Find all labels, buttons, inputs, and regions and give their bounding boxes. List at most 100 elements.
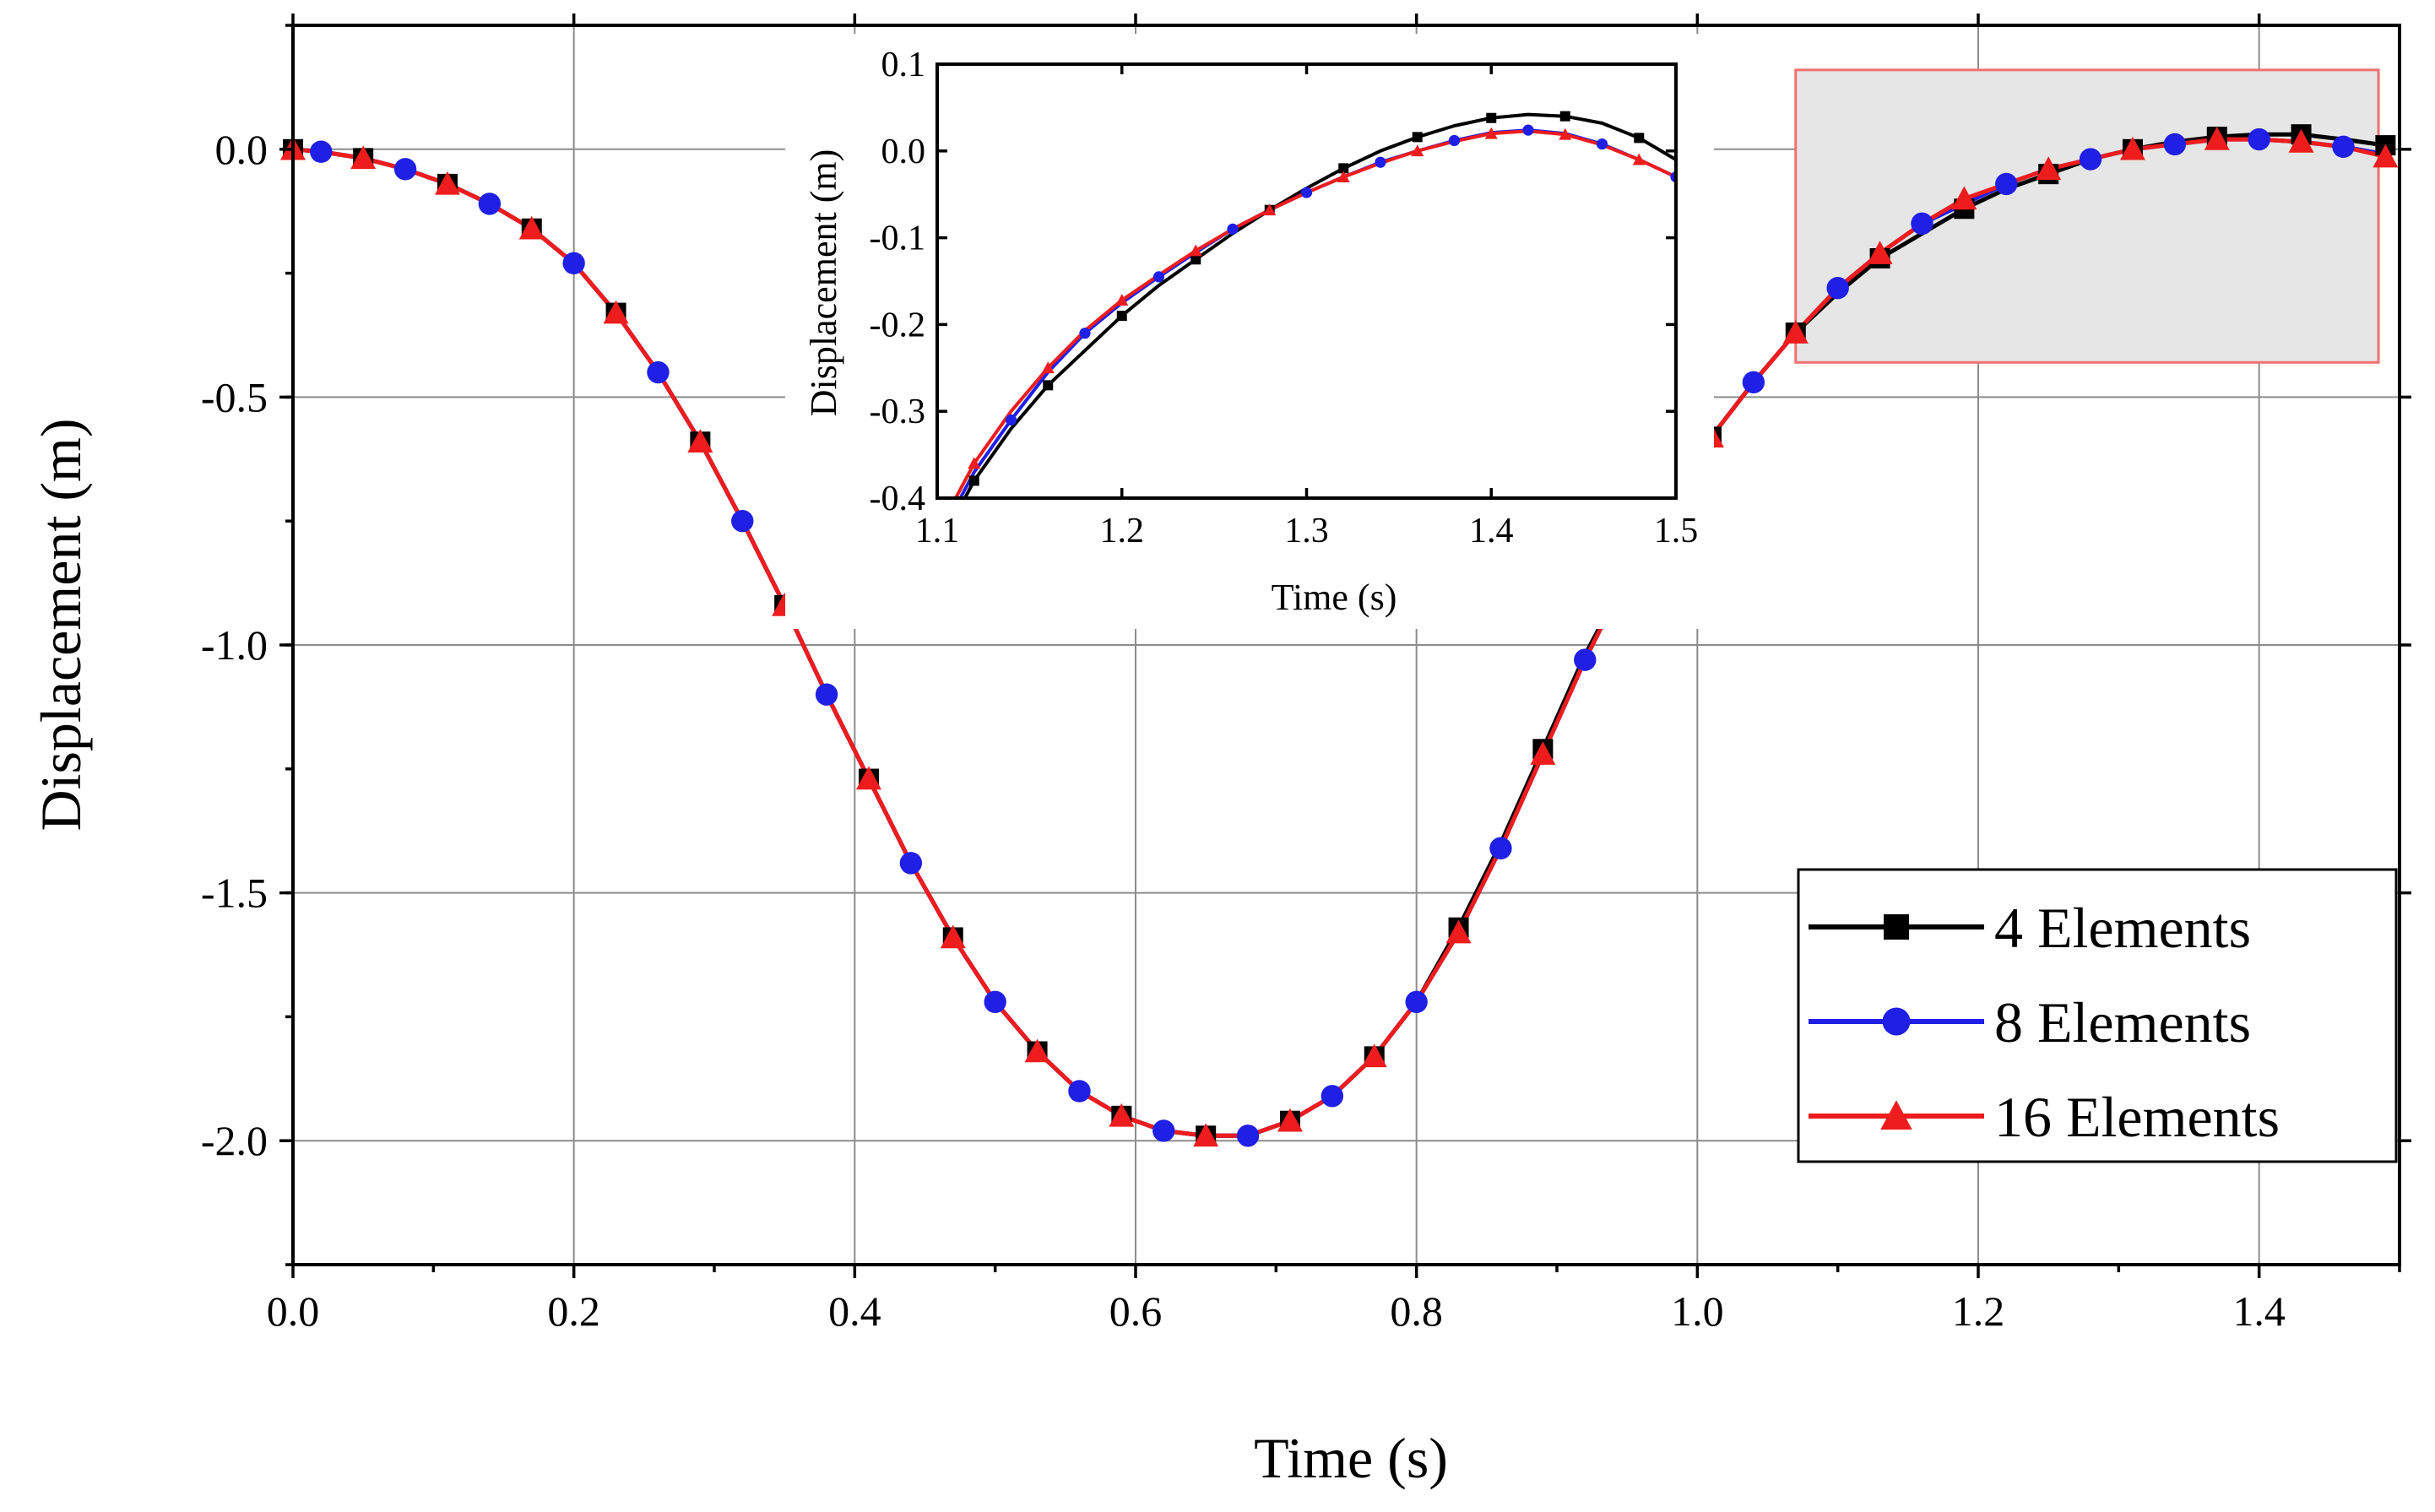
main-x-tick-label: 1.0 <box>1671 1287 1724 1335</box>
main-series-3-marker <box>603 300 629 324</box>
main-x-tick-label: 1.4 <box>2232 1287 2286 1335</box>
inset-series-2-marker <box>1227 223 1239 235</box>
main-series-2-marker <box>1742 371 1765 393</box>
main-series-group <box>280 124 2399 1147</box>
inset-ticks <box>935 62 1678 500</box>
main-series-3-marker <box>1867 241 1893 264</box>
main-series-2-marker <box>1574 648 1597 671</box>
inset-y-tick-label: 0.1 <box>881 46 926 84</box>
inset-y-tick-label: 0.0 <box>881 133 926 171</box>
main-zoom-box-group <box>1794 68 2380 364</box>
main-series-2-marker <box>2332 135 2355 159</box>
main-series-3-marker <box>1530 741 1556 765</box>
legend-label-2: 8 Elements <box>1994 990 2251 1054</box>
main-x-tick-label: 0.2 <box>547 1287 600 1335</box>
main-series-2-marker <box>1321 1085 1344 1108</box>
inset-series-2-marker <box>1079 328 1091 339</box>
inset-x-tick-label: 1.4 <box>1469 512 1514 550</box>
main-tick-labels: 0.0 0.2 0.4 0.6 0.8 1.0 1.2 1.4 0.0 -0.5 -1.0 -1.5 -… <box>201 126 2286 1335</box>
inset-series-3-marker <box>1115 294 1129 306</box>
main-series-3-marker <box>940 924 966 949</box>
inset-y-axis-title: Displacement (m) <box>803 149 844 416</box>
inset-y-tick-label: -0.2 <box>870 306 926 344</box>
main-series-3-marker <box>518 215 545 240</box>
inset-x-tick-label: 1.5 <box>1654 512 1699 550</box>
inset-series-2-marker <box>1596 138 1608 150</box>
main-y-tick-label: -2.0 <box>201 1117 268 1164</box>
main-series-3-marker <box>1277 1108 1303 1132</box>
main-series-3-marker <box>1445 919 1472 944</box>
inset-series-3-marker <box>1411 144 1424 157</box>
main-y-tick-label: -1.0 <box>201 621 268 669</box>
main-series-2-marker <box>310 140 333 163</box>
main-series-2-marker <box>562 252 585 275</box>
main-series-2-marker <box>731 510 754 533</box>
main-series-3-marker <box>2373 144 2399 168</box>
main-series-3-marker <box>687 429 713 453</box>
inset-series-1-marker <box>1559 111 1570 122</box>
inset-series-1-marker <box>1338 163 1349 174</box>
inset-series-1-marker <box>968 475 979 486</box>
legend-label-3: 16 Elements <box>1994 1085 2280 1149</box>
inset-series-2-marker <box>1522 124 1534 136</box>
inset-series-3-marker <box>1632 153 1646 165</box>
main-y-tick-label: 0.0 <box>215 126 268 173</box>
main-series-2-marker <box>1405 990 1428 1013</box>
inset-series-2-marker <box>1448 134 1461 147</box>
main-x-tick-label: 0.4 <box>828 1287 881 1335</box>
inset-series-1-marker <box>1190 254 1201 265</box>
inset-series-1-marker <box>1116 311 1127 322</box>
main-series-2-marker <box>1152 1119 1175 1142</box>
main-series-2-marker <box>815 683 838 706</box>
inset-x-tick-label: 1.3 <box>1284 512 1329 550</box>
legend-marker-3 <box>1880 1100 1912 1130</box>
main-series-3-marker <box>1109 1103 1135 1127</box>
inset-series-3-marker <box>968 457 981 469</box>
inset-series-2-marker <box>1005 414 1017 426</box>
inset-series-1-marker <box>1043 380 1054 391</box>
main-series-2-marker <box>647 360 670 384</box>
main-series-3-marker <box>434 171 460 195</box>
inset-series-3-marker <box>1484 127 1498 139</box>
legend-marker-1 <box>1884 914 1909 940</box>
inset-series-2-marker <box>1300 187 1313 198</box>
legend-marker-2 <box>1882 1007 1911 1036</box>
main-series-2-marker <box>1236 1125 1260 1147</box>
inset-x-tick-label: 1.1 <box>915 512 960 550</box>
main-series-3-marker <box>2036 156 2062 181</box>
main-series-3-marker <box>350 145 377 170</box>
inset-y-tick-label: -0.4 <box>870 480 926 518</box>
legend: 4 Elements 8 Elements 16 Elements <box>1797 868 2398 1163</box>
main-series-2-marker <box>2163 133 2187 156</box>
main-series-2-marker <box>478 192 502 215</box>
main-zoom-box <box>1794 68 2380 364</box>
main-ticks <box>279 14 2411 1278</box>
main-x-tick-label: 0.0 <box>267 1287 320 1335</box>
main-x-tick-label: 0.8 <box>1390 1287 1443 1335</box>
main-x-tick-label: 1.2 <box>1952 1287 2005 1335</box>
inset-x-axis-title: Time (s) <box>1272 577 1397 618</box>
inset-series-3-marker <box>1559 127 1572 140</box>
main-y-axis-title: Displacement (m) <box>29 418 93 831</box>
main-series-3-marker <box>2204 127 2230 150</box>
inset-series-2-marker <box>1375 156 1386 168</box>
main-x-axis-title: Time (s) <box>1254 1426 1448 1490</box>
inset-series-3-marker <box>1189 244 1202 257</box>
inset-series-3-marker <box>1337 171 1350 183</box>
main-series-3-marker <box>1361 1043 1387 1068</box>
main-series-3-marker <box>2288 128 2314 153</box>
main-series-2-marker <box>1489 837 1512 859</box>
main-series-2-marker <box>2079 148 2102 171</box>
inset-x-tick-label: 1.2 <box>1100 512 1145 550</box>
main-series-3-marker <box>1193 1123 1219 1147</box>
main-series-3-marker <box>855 766 881 790</box>
main-series-2-marker <box>1826 277 1849 300</box>
main-y-tick-label: -1.5 <box>201 870 268 917</box>
inset-series-group <box>953 111 1676 498</box>
main-series-2-marker <box>899 852 923 875</box>
inset-series-3-marker <box>1041 361 1055 374</box>
inset-y-tick-label: -0.3 <box>870 393 926 431</box>
main-y-tick-label: -0.5 <box>201 373 268 420</box>
